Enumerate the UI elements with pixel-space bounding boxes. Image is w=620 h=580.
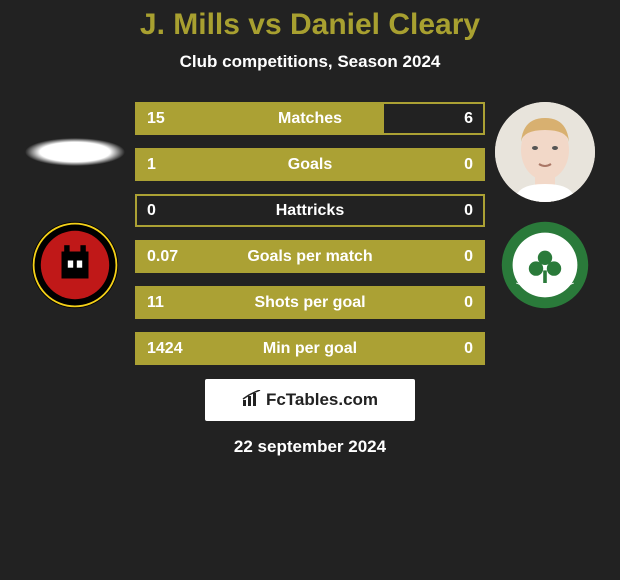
stat-label: Goals [137, 156, 483, 174]
footer-date: 22 september 2024 [234, 437, 386, 457]
stat-row: 0Hattricks0 [135, 194, 485, 227]
page-title: J. Mills vs Daniel Cleary [140, 8, 480, 42]
stat-label: Hattricks [137, 202, 483, 220]
stat-row: 1Goals0 [135, 148, 485, 181]
stat-label: Min per goal [137, 340, 483, 358]
stats-column: 15Matches61Goals00Hattricks00.07Goals pe… [135, 102, 485, 365]
player-right-avatar [495, 102, 595, 202]
brand-logo: FcTables.com [205, 379, 415, 421]
player-right-club-badge [500, 220, 590, 310]
stat-label: Matches [137, 110, 483, 128]
bohemian-badge-icon [30, 220, 120, 310]
page-subtitle: Club competitions, Season 2024 [180, 52, 441, 72]
stat-row: 11Shots per goal0 [135, 286, 485, 319]
player-left-club-badge [30, 220, 120, 310]
stat-value-right: 0 [464, 202, 473, 220]
stat-value-right: 0 [464, 156, 473, 174]
player-left-avatar [25, 138, 125, 166]
stat-row: 0.07Goals per match0 [135, 240, 485, 273]
brand-text: FcTables.com [266, 390, 378, 410]
right-player-column [485, 102, 605, 310]
player-face-icon [495, 102, 595, 202]
stat-label: Goals per match [137, 248, 483, 266]
stat-label: Shots per goal [137, 294, 483, 312]
stat-value-right: 0 [464, 248, 473, 266]
left-player-column [15, 102, 135, 310]
stat-row: 15Matches6 [135, 102, 485, 135]
stat-row: 1424Min per goal0 [135, 332, 485, 365]
stat-value-right: 0 [464, 294, 473, 312]
chart-icon [242, 390, 262, 411]
stat-value-right: 0 [464, 340, 473, 358]
main-area: 15Matches61Goals00Hattricks00.07Goals pe… [0, 102, 620, 365]
comparison-infographic: J. Mills vs Daniel Cleary Club competiti… [0, 0, 620, 580]
stat-value-right: 6 [464, 110, 473, 128]
shamrock-badge-icon [500, 220, 590, 310]
